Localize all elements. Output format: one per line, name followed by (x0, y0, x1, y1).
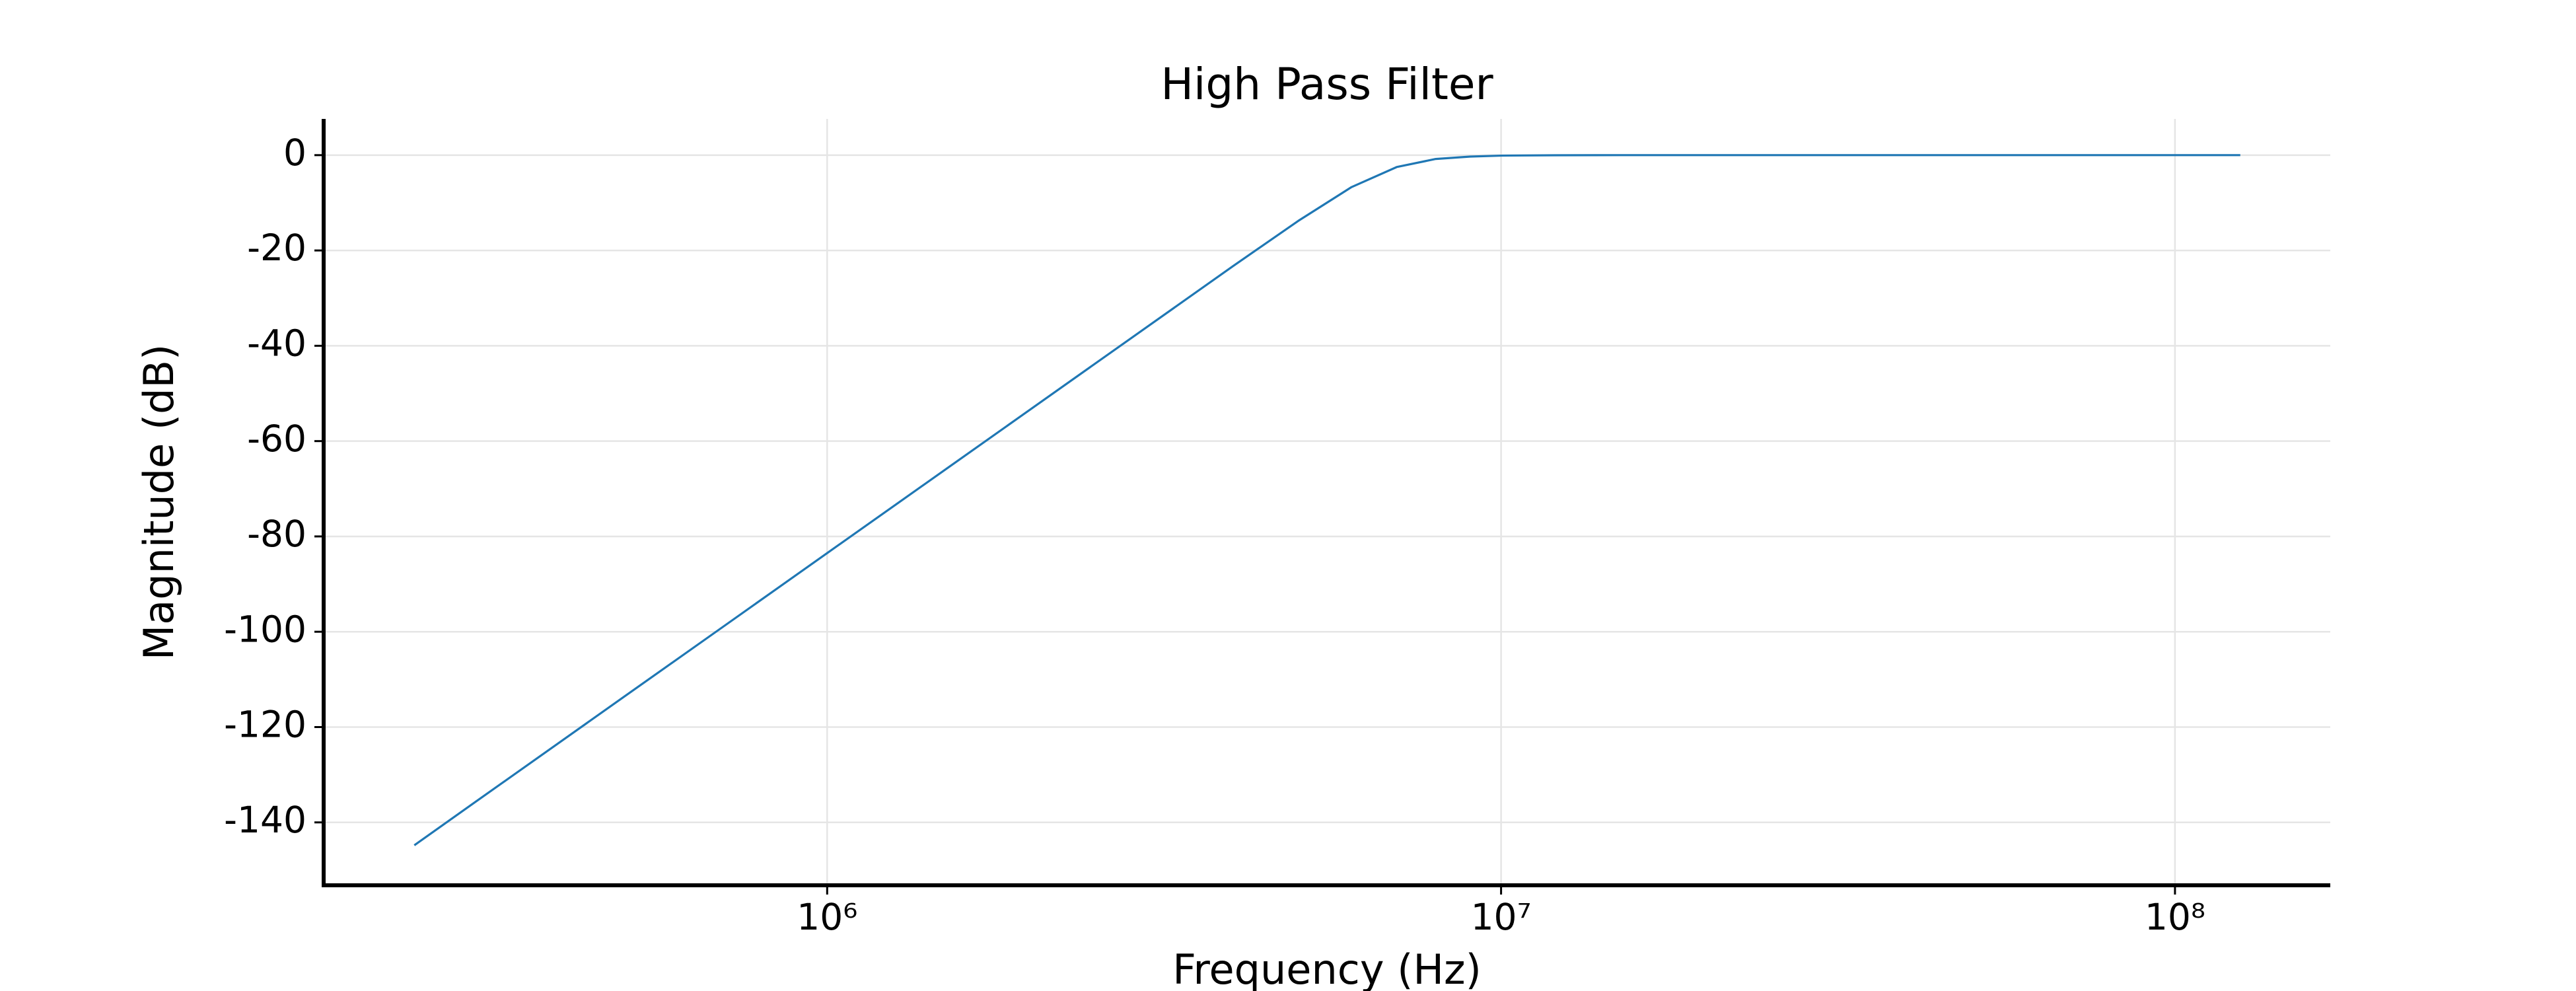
y-tick-label: -120 (224, 704, 306, 746)
x-tick-label: 10⁶ (797, 896, 857, 938)
x-tick-label: 10⁸ (2145, 896, 2205, 938)
y-axis-label: Magnitude (dB) (135, 344, 183, 660)
x-tick-label: 10⁷ (1471, 896, 1532, 938)
data-line (413, 154, 2240, 846)
y-tick-label: -100 (224, 608, 306, 650)
y-tick-label: -60 (247, 418, 306, 460)
y-tick-label: -140 (224, 799, 306, 841)
chart-title: High Pass Filter (1161, 59, 1493, 110)
y-tick-label: -20 (247, 227, 306, 269)
y-tick-label: -40 (247, 322, 306, 365)
x-axis-label: Frequency (Hz) (1172, 945, 1482, 991)
y-tick-label: 0 (283, 131, 306, 174)
y-tick-label: -80 (247, 513, 306, 555)
